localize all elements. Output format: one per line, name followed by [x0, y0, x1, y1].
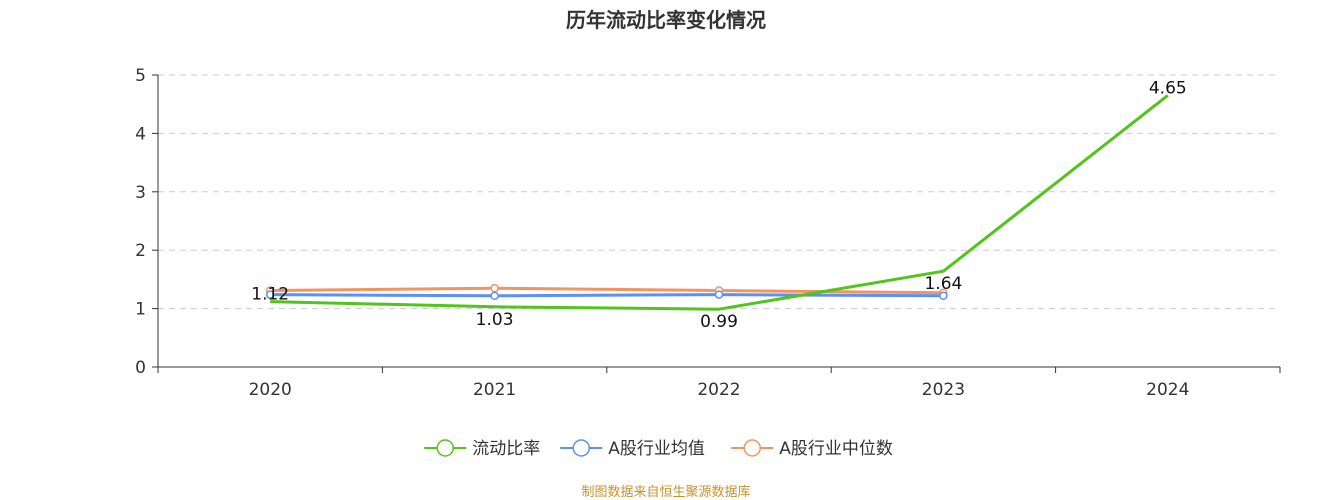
data-label: 4.65 [1149, 78, 1187, 98]
legend-item: A股行业均值 [560, 439, 705, 459]
chart-title: 历年流动比率变化情况 [566, 8, 766, 32]
data-label: 1.12 [251, 285, 289, 305]
data-labels: 1.12 1.03 0.99 1.64 4.65 [251, 78, 1186, 332]
data-label: 1.64 [924, 274, 962, 294]
y-tick-label: 4 [135, 124, 146, 144]
series-line [270, 293, 944, 298]
y-tick-label: 3 [135, 183, 146, 203]
y-tick-label: 5 [135, 66, 146, 86]
y-tick-label: 2 [135, 241, 146, 261]
x-tick-label: 2021 [473, 380, 516, 400]
legend-item: A股行业中位数 [731, 439, 893, 459]
legend-label: 流动比率 [472, 439, 540, 459]
legend-label: A股行业中位数 [779, 439, 893, 459]
source-note: 制图数据来自恒生聚源数据库 [581, 484, 750, 500]
series-point [714, 290, 724, 299]
legend-item: 流动比率 [424, 439, 540, 459]
grid-lines [158, 74, 1280, 310]
series-point [939, 291, 948, 301]
x-tick-label: 2022 [697, 380, 740, 400]
data-label: 1.03 [476, 310, 514, 330]
data-label: 0.99 [700, 312, 738, 332]
series-line [270, 94, 1169, 311]
legend-marker-icon [436, 439, 454, 457]
x-tick-label: 2020 [249, 380, 292, 400]
legend-label: A股行业均值 [608, 439, 705, 459]
y-tick-label: 0 [135, 358, 146, 378]
y-tick-label: 1 [135, 300, 146, 320]
axes: 0 1 2 3 4 5 2020 2021 2022 2023 2024 [135, 66, 1281, 400]
series-point [265, 290, 275, 299]
x-tick-label: 2023 [922, 380, 965, 400]
legend: 流动比率 A股行业均值 A股行业中位数 [424, 439, 893, 459]
series-point [490, 291, 499, 301]
legend-marker-icon [743, 439, 761, 457]
x-tick-label: 2024 [1146, 380, 1189, 400]
series-point [490, 283, 499, 293]
series-layer [265, 94, 1169, 311]
legend-marker-icon [572, 439, 590, 457]
